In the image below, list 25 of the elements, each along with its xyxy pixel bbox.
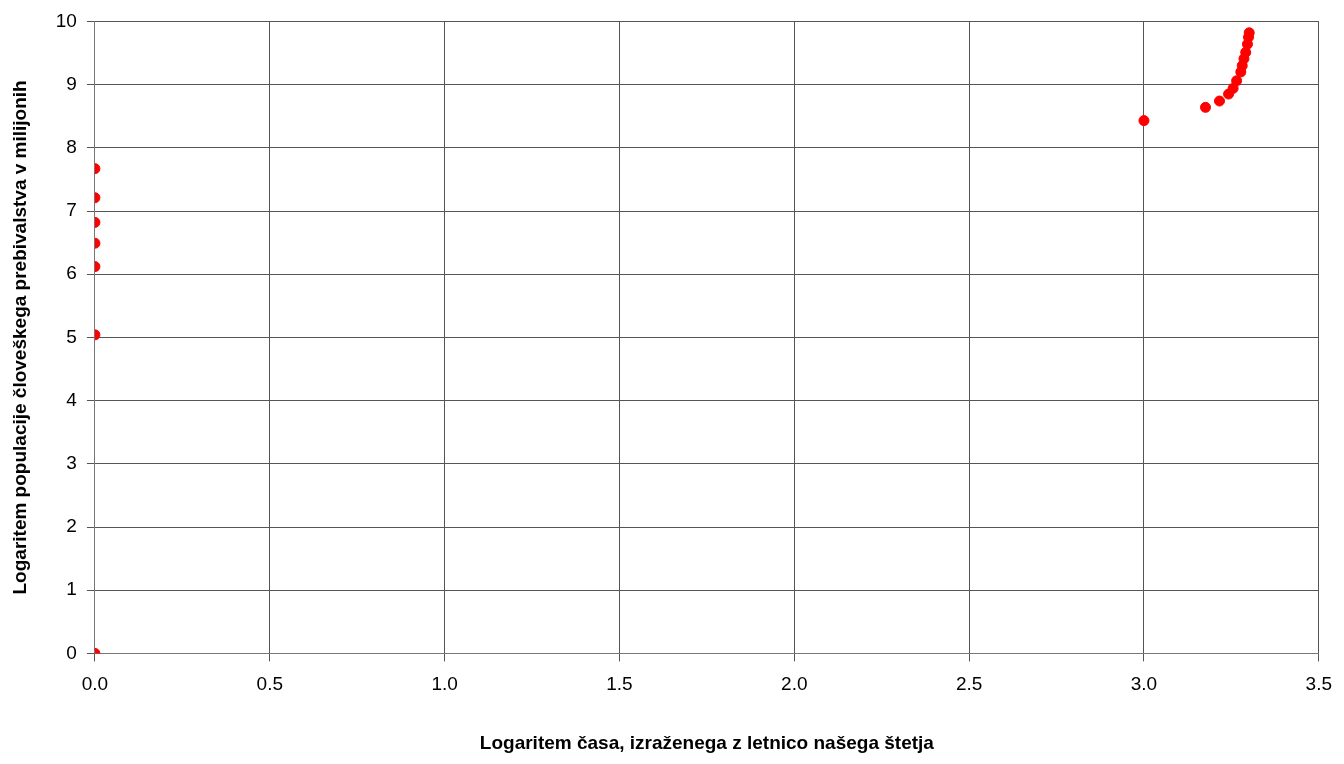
y-tick-label: 3 [66, 452, 77, 474]
point [1138, 115, 1150, 127]
y-tick-label: 4 [66, 388, 78, 410]
x-tick-label: 1.0 [431, 673, 458, 695]
x-tick-label: 3.5 [1305, 673, 1332, 695]
y-tick-label: 6 [66, 262, 77, 284]
y-tick-label: 2 [66, 515, 77, 537]
x-tick-label: 1.5 [606, 673, 633, 695]
x-tick-label: 0.0 [81, 673, 109, 695]
y-tick-label: 7 [66, 199, 77, 221]
x-tick-label: 0.5 [256, 673, 283, 695]
y-tick-label: 9 [66, 72, 77, 94]
y-tick-label: 0 [66, 641, 77, 663]
point [1231, 75, 1243, 87]
y-axis-title: Logaritem populacije človeškega prebivalstva v milijonih [8, 80, 30, 595]
y-tick-label: 1 [66, 578, 77, 600]
y-tick-label: 10 [55, 9, 77, 31]
y-tick-label: 8 [66, 136, 77, 158]
point [1213, 95, 1225, 107]
x-axis-title: Logaritem časa, izraženega z letnico našega štetja [479, 731, 935, 753]
x-tick-label: 2.0 [781, 673, 808, 695]
y-tick-label: 5 [66, 325, 77, 347]
point [1200, 101, 1211, 113]
x-tick-label: 2.5 [955, 673, 983, 695]
x-tick-label: 3.0 [1130, 673, 1158, 695]
